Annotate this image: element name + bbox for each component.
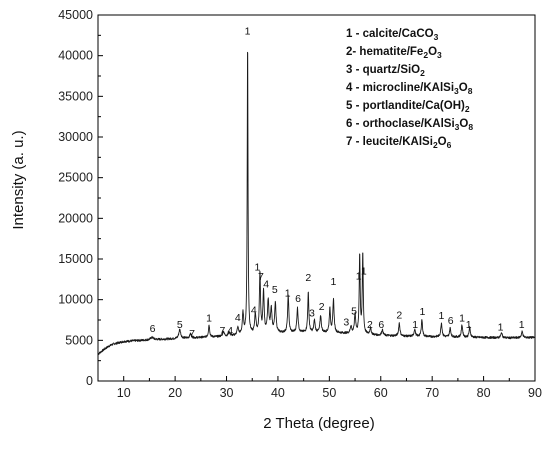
y-tick-label: 40000 [58,49,93,63]
peak-label: 3 [309,308,315,320]
legend-entry-number: 1 - [346,28,363,40]
legend-entry-name: hematite/Fe [359,46,423,58]
legend-entry-number: 2- [346,46,359,58]
x-tick-label: 20 [168,386,182,400]
legend-formula-part: 2 [465,104,470,114]
legend-entry-number: 6 - [346,118,363,130]
x-tick-label: 30 [220,386,234,400]
legend-entry: 7 - leucite/KAlSi2O6 [346,136,452,150]
legend-formula-part: 2 [420,68,425,78]
legend-entry: 4 - microcline/KAlSi3O8 [346,82,473,96]
pattern-layer [97,51,536,356]
peak-label: 2 [367,319,373,331]
y-tick-label: 30000 [58,130,93,144]
peak-label: 4 [251,304,257,316]
y-tick-label: 35000 [58,89,93,103]
y-tick-label: 25000 [58,171,93,185]
x-tick-label: 60 [374,386,388,400]
peak-label: 4 [235,312,241,324]
peak-label: 6 [150,323,156,335]
peak-label: 1 [412,319,418,331]
xrd-pattern-line [97,51,536,356]
legend-formula-part: 3 [454,86,459,96]
x-tick-label: 90 [528,386,542,400]
peak-label: 1 [466,319,472,331]
legend-entry: 1 - calcite/CaCO3 [346,28,439,42]
legend-entry-name: leucite/KAlSi [363,136,433,148]
peak-label: 1 [285,287,291,299]
peak-label: 1 [356,270,362,282]
legend-formula-part: 2 [433,140,438,150]
legend-formula-part: O [459,82,468,94]
y-tick-label: 10000 [58,293,93,307]
x-axis-title: 2 Theta (degree) [263,415,374,432]
peak-label: 1 [254,261,260,273]
peak-label: 5 [272,284,278,296]
peak-label: 5 [177,319,183,331]
legend-entry-name: quartz/SiO [363,64,421,76]
legend-formula-part: 8 [468,122,473,132]
legend-entry: 5 - portlandite/Ca(OH)2 [346,100,470,114]
legend-entry-name: calcite/CaCO [363,28,434,40]
legend-entry: 6 - orthoclase/KAlSi3O8 [346,118,473,132]
y-tick-label: 0 [86,374,93,388]
legend-entry-number: 3 - [346,64,363,76]
peak-label: 4 [227,325,233,337]
y-tick-label: 15000 [58,252,93,266]
peak-label: 1 [331,276,337,288]
peak-label: 2 [319,301,325,313]
peak-label: 1 [419,306,425,318]
y-tick-label: 20000 [58,211,93,225]
peak-label: 6 [378,319,384,331]
peak-label: 1 [459,313,465,325]
legend-formula-part: O [438,136,447,148]
legend-entry-name: microcline/KAlSi [363,82,454,94]
legend-formula-part: 2 [423,50,428,60]
peak-label: 7 [189,328,195,340]
legend-formula-part: O [459,118,468,130]
legend-entry-number: 5 - [346,100,363,112]
y-tick-label: 45000 [58,8,93,22]
peak-label: 1 [361,265,367,277]
x-tick-label: 50 [322,386,336,400]
legend-formula-part: 6 [447,140,452,150]
peak-label: 1 [206,313,212,325]
peak-label: 2 [396,309,402,321]
peak-label: 6 [448,315,454,327]
legend-formula-part: 3 [437,50,442,60]
x-tick-label: 80 [477,386,491,400]
legend-entry-name: orthoclase/KAlSi [363,118,455,130]
legend-formula-part: O [428,46,437,58]
peak-label: 3 [343,317,349,329]
peak-label: 1 [519,319,525,331]
legend-formula-part: 3 [434,32,439,42]
legend-formula-part: 3 [455,122,460,132]
peak-label: 1 [245,26,251,38]
x-tick-label: 40 [271,386,285,400]
peak-label: 5 [351,305,357,317]
legend-formula-part: 8 [468,86,473,96]
y-axis-title: Intensity (a. u.) [10,130,27,229]
peak-label: 7 [219,325,225,337]
y-tick-label: 5000 [65,333,93,347]
legend-entry-name: portlandite/Ca(OH) [363,100,465,112]
legend-entry: 3 - quartz/SiO2 [346,64,425,78]
legend-entry: 2- hematite/Fe2O3 [346,46,442,60]
peak-label: 1 [439,310,445,322]
peak-label: 7 [258,271,264,283]
peak-label: 4 [263,278,269,290]
axes-layer: 10 20 30 40 50 60 70 80 900500010000150002000025… [58,8,542,400]
x-tick-label: 10 [117,386,131,400]
peak-label: 2 [305,272,311,284]
peak-label: 6 [295,293,301,305]
legend-entry-number: 7 - [346,136,363,148]
x-tick-label: 70 [425,386,439,400]
legend-entry-number: 4 - [346,82,363,94]
peak-label: 1 [498,322,504,334]
